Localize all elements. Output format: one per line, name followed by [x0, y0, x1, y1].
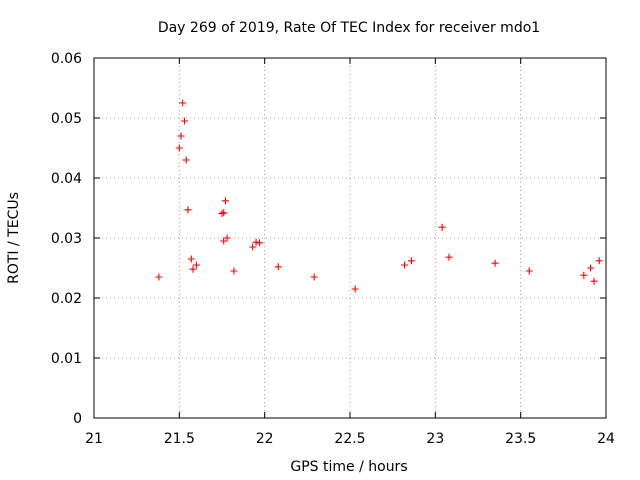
data-point — [256, 239, 263, 247]
y-tick-label: 0 — [73, 411, 82, 427]
data-point — [580, 271, 588, 279]
data-point — [218, 209, 226, 217]
data-point — [249, 243, 257, 251]
data-point — [175, 144, 183, 152]
y-axis-title: ROTI / TECUs — [6, 192, 22, 284]
x-tick-label: 23.5 — [505, 431, 536, 447]
data-point — [401, 261, 409, 269]
y-tick-label: 0.01 — [51, 351, 82, 367]
data-point — [181, 117, 188, 125]
data-point — [177, 132, 185, 140]
gridlines — [94, 58, 606, 418]
data-point — [187, 255, 195, 263]
axis-ticks — [93, 57, 607, 419]
chart-title: Day 269 of 2019, Rate Of TEC Index for r… — [158, 20, 540, 36]
data-point — [491, 259, 499, 267]
x-tick-label: 23 — [426, 431, 444, 447]
y-tick-label: 0.04 — [51, 171, 82, 187]
x-tick-label: 21 — [85, 431, 103, 447]
data-point — [189, 265, 197, 273]
data-point — [407, 257, 415, 265]
x-tick-label: 21.5 — [164, 431, 195, 447]
data-point — [230, 267, 238, 275]
data-point — [223, 234, 231, 242]
data-point — [252, 238, 260, 246]
data-point — [192, 261, 200, 269]
x-axis-title: GPS time / hours — [290, 459, 407, 475]
data-point — [445, 253, 453, 261]
data-point — [590, 277, 598, 285]
y-tick-labels: 0 0.01 0.02 0.03 0.04 0.05 0.06 — [51, 51, 82, 427]
data-point — [438, 223, 446, 231]
x-tick-label: 22 — [256, 431, 274, 447]
x-tick-labels: 21 21.5 22 22.5 23 23.5 24 — [85, 431, 615, 447]
y-tick-label: 0.05 — [51, 111, 82, 127]
data-point — [155, 273, 163, 281]
data-point — [220, 237, 228, 245]
data-point — [351, 285, 359, 293]
data-point — [220, 209, 228, 217]
data-point — [184, 206, 192, 214]
data-point — [221, 197, 229, 205]
data-point — [179, 99, 187, 107]
data-point — [274, 263, 282, 271]
x-tick-label: 22.5 — [334, 431, 365, 447]
y-tick-label: 0.03 — [51, 231, 82, 247]
data-point — [587, 264, 595, 272]
data-points — [155, 99, 603, 293]
data-point — [595, 257, 603, 265]
y-tick-label: 0.06 — [51, 51, 82, 67]
y-tick-label: 0.02 — [51, 291, 82, 307]
data-point — [182, 156, 190, 164]
data-point — [310, 273, 318, 281]
data-point — [525, 267, 533, 275]
x-tick-label: 24 — [597, 431, 615, 447]
